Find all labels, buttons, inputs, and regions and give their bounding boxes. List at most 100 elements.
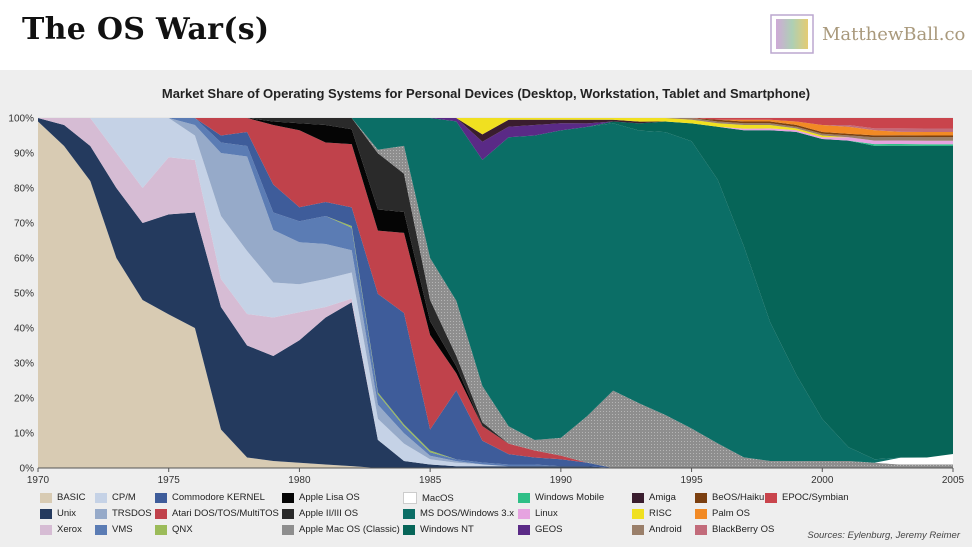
x-tick-label: 2005	[942, 475, 965, 486]
area-cp-m	[38, 118, 953, 468]
legend-swatch	[40, 524, 52, 535]
y-tick-label: 100%	[8, 114, 34, 125]
legend-item: Android	[632, 524, 682, 535]
legend-swatch	[95, 492, 107, 503]
legend-label: RISC	[649, 508, 672, 519]
legend-item: Linux	[518, 508, 558, 519]
page-title: The OS War(s)	[22, 12, 270, 47]
area-unix	[38, 118, 953, 468]
legend-swatch	[155, 492, 167, 503]
legend-swatch	[765, 492, 777, 503]
y-tick-label: 40%	[14, 324, 34, 335]
legend-label: CP/M	[112, 492, 136, 503]
area-vms	[38, 118, 953, 468]
legend-item: MS DOS/Windows 3.x	[403, 508, 514, 519]
legend-label: Xerox	[57, 524, 82, 535]
legend-label: Apple II/III OS	[299, 508, 359, 519]
legend-swatch	[403, 524, 415, 535]
legend-label: BASIC	[57, 492, 86, 503]
legend-swatch	[403, 508, 415, 519]
legend-label: Amiga	[649, 492, 676, 503]
logo-icon	[770, 14, 814, 54]
legend-item: Apple Mac OS (Classic)	[282, 524, 400, 535]
legend-label: Palm OS	[712, 508, 751, 519]
legend-item: EPOC/Symbian	[765, 492, 849, 503]
legend-item: Apple II/III OS	[282, 508, 358, 519]
area-palm-os	[38, 118, 953, 136]
legend-item: Amiga	[632, 492, 676, 503]
legend-label: TRSDOS	[112, 508, 152, 519]
legend-label: VMS	[112, 524, 133, 535]
legend-item: Xerox	[40, 524, 82, 535]
legend-swatch	[40, 508, 52, 519]
x-tick-label: 1970	[27, 475, 50, 486]
legend-swatch	[632, 524, 644, 535]
legend-label: BlackBerry OS	[712, 524, 775, 535]
x-tick-label: 1995	[680, 475, 703, 486]
legend-swatch	[282, 492, 294, 503]
area-xerox	[38, 118, 953, 468]
legend-item: Atari DOS/TOS/MultiTOS	[155, 508, 279, 519]
legend-swatch	[518, 508, 530, 519]
legend-swatch	[95, 508, 107, 519]
legend-label: GEOS	[535, 524, 563, 535]
y-tick-label: 80%	[14, 184, 34, 195]
legend-swatch	[155, 508, 167, 519]
legend-item: Unix	[40, 508, 76, 519]
legend-label: EPOC/Symbian	[782, 492, 849, 503]
legend-swatch	[40, 492, 52, 503]
axes: 0% 10% 20% 30% 40% 50% 60% 70% 80% 90% 100% 1970 197…	[8, 114, 964, 487]
legend-label: Commodore KERNEL	[172, 492, 265, 503]
legend-swatch	[695, 508, 707, 519]
legend-swatch	[155, 524, 167, 535]
chart-title: Market Share of Operating Systems for Pe…	[161, 86, 811, 101]
x-tick-label: 1985	[419, 475, 442, 486]
legend-item: BeOS/Haiku	[695, 492, 764, 503]
y-tick-label: 10%	[14, 429, 34, 440]
legend-swatch	[695, 492, 707, 503]
legend-label: Android	[649, 524, 682, 535]
legend-item: CP/M	[95, 492, 136, 503]
legend: BASIC CP/M Commodore KERNEL Apple Lisa OS Ma…	[40, 492, 920, 542]
legend-item: TRSDOS	[95, 508, 152, 519]
legend-item: RISC	[632, 508, 672, 519]
x-tick-label: 1980	[288, 475, 311, 486]
x-tick-label: 1975	[158, 475, 181, 486]
x-tick-label: 1990	[550, 475, 573, 486]
y-tick-label: 0%	[20, 464, 35, 475]
legend-item: GEOS	[518, 524, 562, 535]
x-tick-label: 2000	[811, 475, 834, 486]
legend-label: Windows NT	[420, 524, 474, 535]
area-geos	[38, 118, 953, 160]
y-tick-label: 20%	[14, 394, 34, 405]
legend-swatch	[403, 492, 417, 504]
legend-label: Windows Mobile	[535, 492, 605, 503]
legend-swatch	[632, 492, 644, 503]
logo-text: MatthewBall.co	[822, 24, 966, 45]
source-note: Sources: Eylenburg, Jeremy Reimer	[807, 530, 960, 541]
legend-label: Apple Lisa OS	[299, 492, 360, 503]
area-windows-nt	[38, 118, 953, 460]
legend-label: Apple Mac OS (Classic)	[299, 524, 400, 535]
area-android	[38, 118, 953, 141]
legend-swatch	[695, 524, 707, 535]
y-tick-label: 90%	[14, 149, 34, 160]
legend-swatch	[518, 524, 530, 535]
legend-swatch	[95, 524, 107, 535]
legend-item: Palm OS	[695, 508, 750, 519]
legend-label: QNX	[172, 524, 193, 535]
area-risc	[38, 118, 953, 141]
area-series-group	[38, 118, 953, 468]
legend-item: VMS	[95, 524, 133, 535]
legend-item: BlackBerry OS	[695, 524, 774, 535]
legend-item: QNX	[155, 524, 193, 535]
area-ms-dos-windows-3-x	[38, 118, 953, 463]
legend-swatch	[518, 492, 530, 503]
legend-swatch	[632, 508, 644, 519]
legend-label: MS DOS/Windows 3.x	[420, 508, 514, 519]
legend-item: Windows Mobile	[518, 492, 604, 503]
y-tick-label: 50%	[14, 289, 34, 300]
legend-item: Windows NT	[403, 524, 474, 535]
legend-label: Linux	[535, 508, 558, 519]
legend-item: MacOS	[403, 492, 454, 504]
